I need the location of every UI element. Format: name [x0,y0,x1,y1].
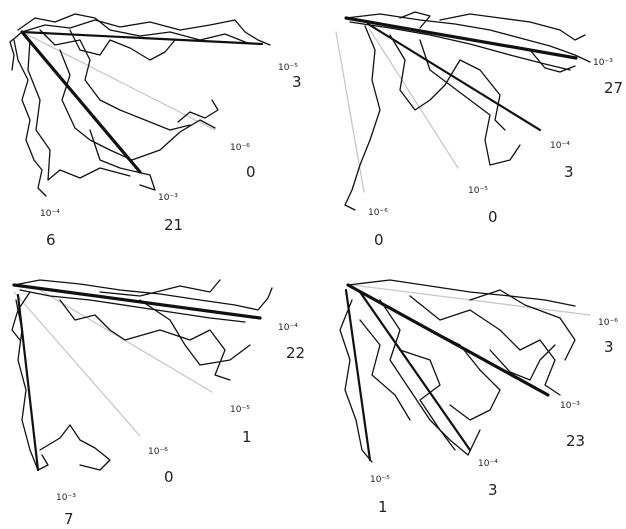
axis-d-1e-4 [358,290,472,452]
count-label-d-4: 1 [378,498,388,516]
count-label-b-3: 0 [488,208,498,226]
exp-label-b-1: 10⁻³ [593,58,613,68]
axis-a-1e-5 [20,30,264,46]
count-label-b-2: 3 [564,163,574,181]
count-label-c-3: 0 [164,468,174,486]
exp-label-d-1: 10⁻⁶ [598,318,618,328]
exp-label-b-4: 10⁻⁶ [368,208,388,218]
panel-b: 10⁻³ 27 10⁻⁴ 3 10⁻⁵ 0 10⁻⁶ 0 [335,11,623,249]
axis-d-1e-3 [346,283,550,397]
count-label-c-2: 1 [242,428,252,446]
exp-label-b-3: 10⁻⁵ [468,186,488,196]
exp-label-c-3: 10⁻⁶ [148,447,168,457]
axis-c-1e-6 [13,291,141,437]
exp-label-c-1: 10⁻⁴ [278,323,298,333]
axis-a-1e-6 [21,31,216,131]
count-label-c-4: 7 [64,510,74,528]
panel-d: 10⁻⁶ 3 10⁻³ 23 10⁻⁴ 3 10⁻⁵ 1 [339,279,618,516]
count-label-a-2: 0 [246,163,256,181]
exp-label-a-1: 10⁻⁵ [278,63,298,73]
axis-c-1e-5 [39,289,213,393]
count-label-a-4: 6 [46,231,56,249]
axis-c-1e-4 [12,283,262,320]
trails-d [339,279,576,463]
count-label-d-1: 3 [604,338,614,356]
count-label-a-1: 3 [292,73,302,91]
count-label-d-3: 3 [488,481,498,499]
count-label-c-1: 22 [286,344,305,362]
count-label-b-4: 0 [374,231,384,249]
exp-label-c-2: 10⁻⁵ [230,405,250,415]
trails-a [9,13,271,197]
trails-b [344,11,591,211]
exp-label-c-4: 10⁻³ [56,493,76,503]
exp-label-d-4: 10⁻⁵ [370,475,390,485]
exp-label-a-4: 10⁻⁴ [40,209,60,219]
axis-b-1e-6 [335,31,365,193]
count-label-b-1: 27 [604,79,623,97]
panel-c: 10⁻⁴ 22 10⁻⁵ 1 10⁻⁶ 0 10⁻³ 7 [11,279,305,528]
exp-label-b-2: 10⁻⁴ [550,141,570,151]
trails-c [11,279,273,471]
exp-label-d-3: 10⁻⁴ [478,459,498,469]
panel-a: 10⁻⁵ 3 10⁻⁶ 0 10⁻³ 21 10⁻⁴ 6 [9,13,302,249]
exp-label-a-3: 10⁻³ [158,193,178,203]
axis-b-1e-5 [369,29,459,169]
exp-label-a-2: 10⁻⁶ [230,143,250,153]
exp-label-d-2: 10⁻³ [560,401,580,411]
axis-b-1e-4 [366,22,542,132]
axis-b-1e-3 [344,16,578,60]
count-label-a-3: 21 [164,216,183,234]
count-label-d-2: 23 [566,432,585,450]
axis-a-1e-3 [20,30,142,174]
axis-d-1e-5 [344,288,372,462]
